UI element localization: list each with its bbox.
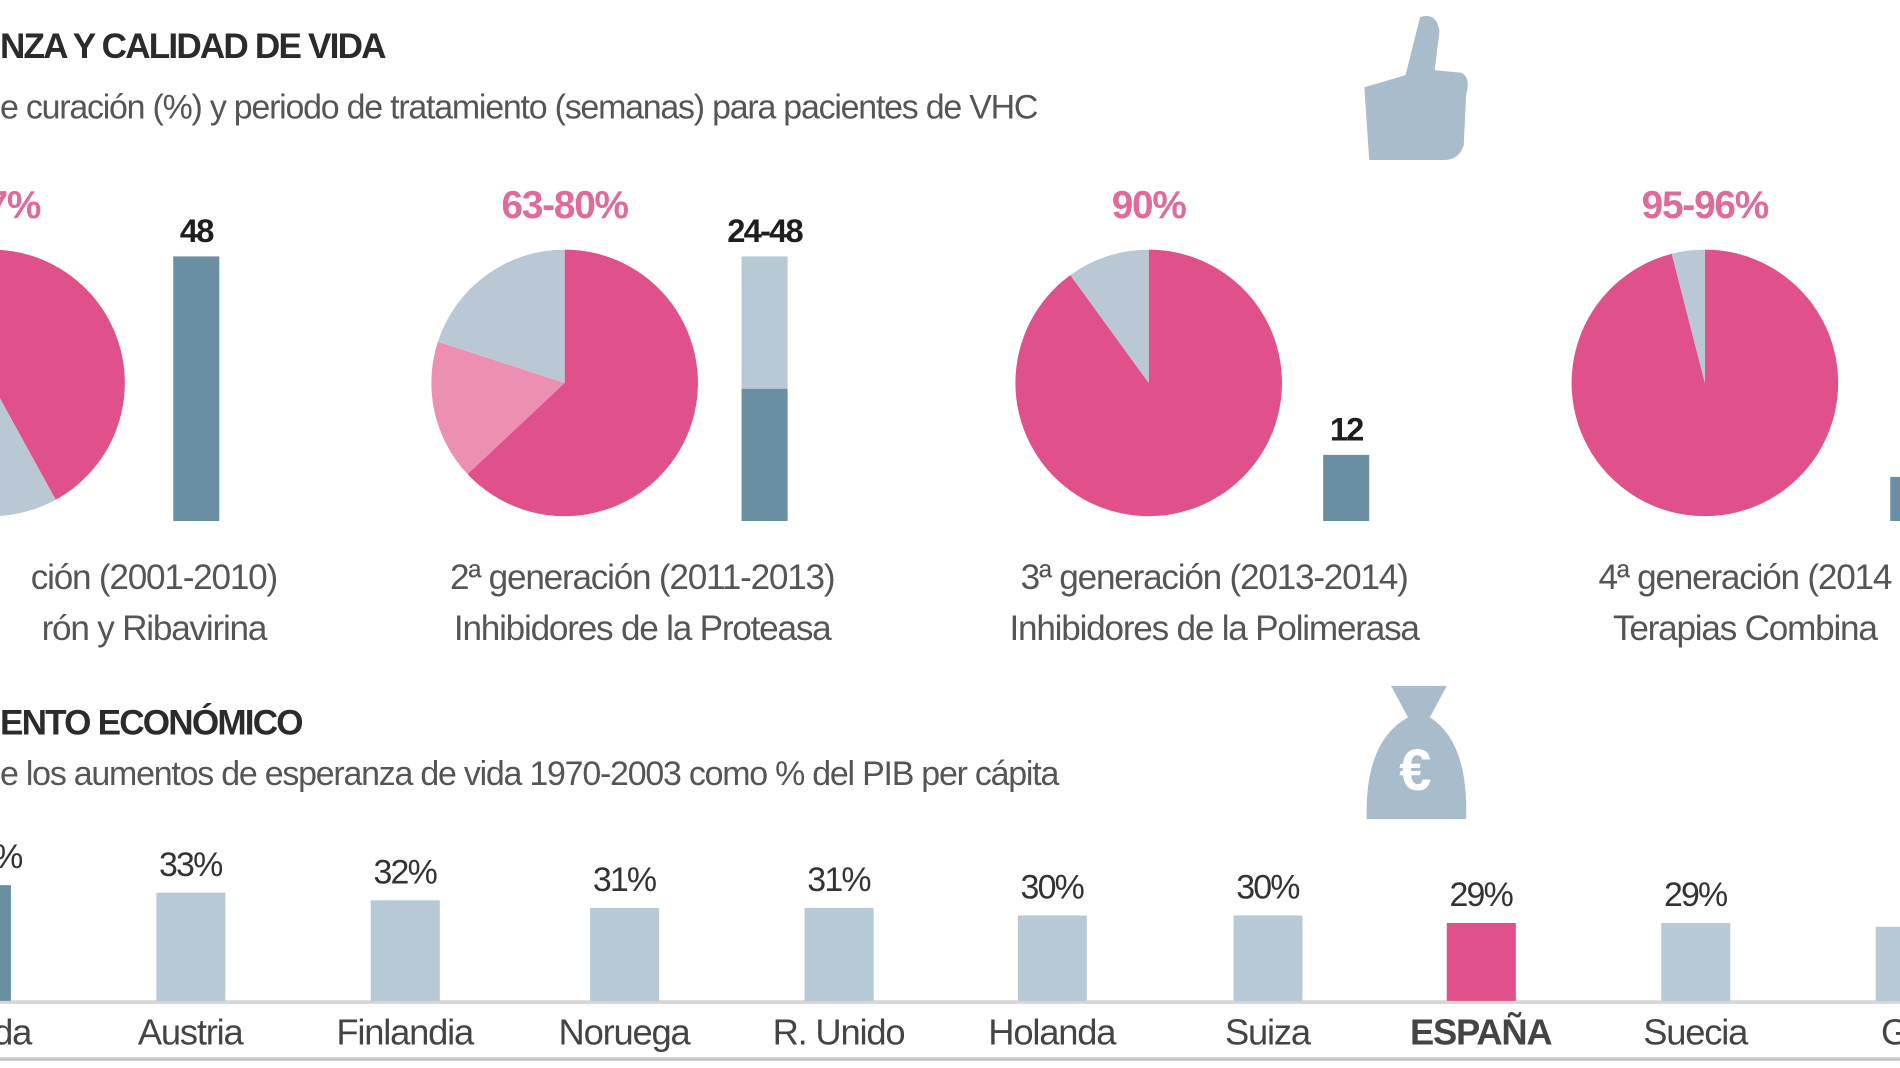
weeks-bar bbox=[1890, 476, 1900, 522]
section1-title: NZA Y CALIDAD DE VIDA bbox=[0, 27, 386, 66]
bar-value-label: % bbox=[0, 838, 22, 876]
bar-value-label: 32% bbox=[373, 853, 436, 891]
pie-slice bbox=[437, 249, 565, 383]
country-label: Finlandia bbox=[336, 1011, 475, 1052]
country-label: Noruega bbox=[559, 1011, 692, 1052]
weeks-bar bbox=[173, 256, 220, 522]
pie-group: 7% 48 ción (2001-2010) rón y Ribavirina bbox=[0, 184, 278, 648]
weeks-label: 24-48 bbox=[727, 212, 803, 249]
pie-slice bbox=[0, 398, 56, 516]
cure-rate-label: 7% bbox=[0, 184, 41, 227]
country-label: Suiza bbox=[1225, 1011, 1312, 1052]
weeks-bar bbox=[741, 388, 788, 522]
bar-value-label: 30% bbox=[1021, 868, 1084, 906]
bar bbox=[0, 885, 11, 1001]
bar-value-label: 31% bbox=[593, 861, 656, 899]
pie-slice bbox=[467, 249, 698, 517]
bar bbox=[1875, 926, 1900, 1001]
bar-value-label: 31% bbox=[807, 861, 870, 899]
bar-value-label: 30% bbox=[1236, 868, 1299, 906]
pie-group: 90% 12 3ª generación (2013-2014) Inhibidore… bbox=[1009, 184, 1421, 648]
svg-text:€: € bbox=[1399, 738, 1431, 803]
bar bbox=[1017, 915, 1087, 1001]
bar bbox=[1446, 923, 1516, 1001]
cure-rate-label: 90% bbox=[1112, 184, 1187, 227]
section2-subtitle: e los aumentos de esperanza de vida 1970… bbox=[0, 755, 1059, 793]
bar-value-label: 29% bbox=[1449, 876, 1512, 914]
generation-label: ción (2001-2010) bbox=[31, 558, 277, 597]
pie-slice bbox=[1671, 249, 1705, 383]
weeks-label: 12 bbox=[1330, 410, 1363, 447]
weeks-bar-range bbox=[741, 256, 788, 389]
pie-slice bbox=[0, 249, 125, 500]
section2-title: ENTO ECONÓMICO bbox=[0, 702, 302, 742]
weeks-bar bbox=[1323, 454, 1370, 522]
drug-class-label: Inhibidores de la Polimerasa bbox=[1009, 609, 1420, 648]
drug-class-label: rón y Ribavirina bbox=[42, 609, 268, 648]
cure-rate-label: 95-96% bbox=[1642, 184, 1769, 227]
bar-chart: % da 33% Austria 32% Finlandia 31% Noruega 31% R.… bbox=[0, 838, 1900, 1052]
bar bbox=[156, 892, 226, 1001]
pie-charts: 7% 48 ción (2001-2010) rón y Ribavirina 63-8… bbox=[0, 184, 1900, 648]
generation-label: 3ª generación (2013-2014) bbox=[1021, 558, 1408, 597]
pie-slice bbox=[1015, 249, 1282, 517]
country-label: da bbox=[0, 1011, 33, 1052]
generation-label: 2ª generación (2011-2013) bbox=[450, 558, 834, 597]
country-label: Austria bbox=[138, 1011, 245, 1052]
bar bbox=[1661, 923, 1731, 1001]
section1-subtitle: e curación (%) y periodo de tratamiento … bbox=[0, 89, 1038, 127]
weeks-label: 48 bbox=[180, 212, 214, 249]
generation-label: 4ª generación (2014 bbox=[1599, 558, 1892, 597]
money-bag-euro-icon: € bbox=[1366, 685, 1467, 820]
pie-slice bbox=[431, 341, 565, 475]
drug-class-label: Inhibidores de la Proteasa bbox=[454, 609, 832, 648]
bar bbox=[590, 907, 660, 1001]
pie-slice bbox=[1571, 249, 1839, 517]
country-label: Suecia bbox=[1643, 1011, 1749, 1052]
bar bbox=[1233, 915, 1303, 1001]
country-label: ESPAÑA bbox=[1410, 1010, 1552, 1052]
bar-value-label: 29% bbox=[1664, 876, 1727, 914]
pie-group: 63-80% 24-48 2ª generación (2011-2013) Inhi… bbox=[431, 184, 836, 648]
country-label: R. Unido bbox=[773, 1011, 905, 1052]
bar bbox=[804, 907, 874, 1001]
country-label: Gr bbox=[1881, 1011, 1900, 1052]
cure-rate-label: 63-80% bbox=[501, 184, 628, 227]
bar-value-label: 33% bbox=[159, 846, 222, 884]
drug-class-label: Terapias Combina bbox=[1613, 609, 1878, 648]
pie-slice bbox=[1070, 249, 1149, 383]
bar bbox=[370, 900, 440, 1001]
thumbs-up-icon bbox=[1364, 15, 1468, 160]
country-label: Holanda bbox=[988, 1011, 1117, 1052]
